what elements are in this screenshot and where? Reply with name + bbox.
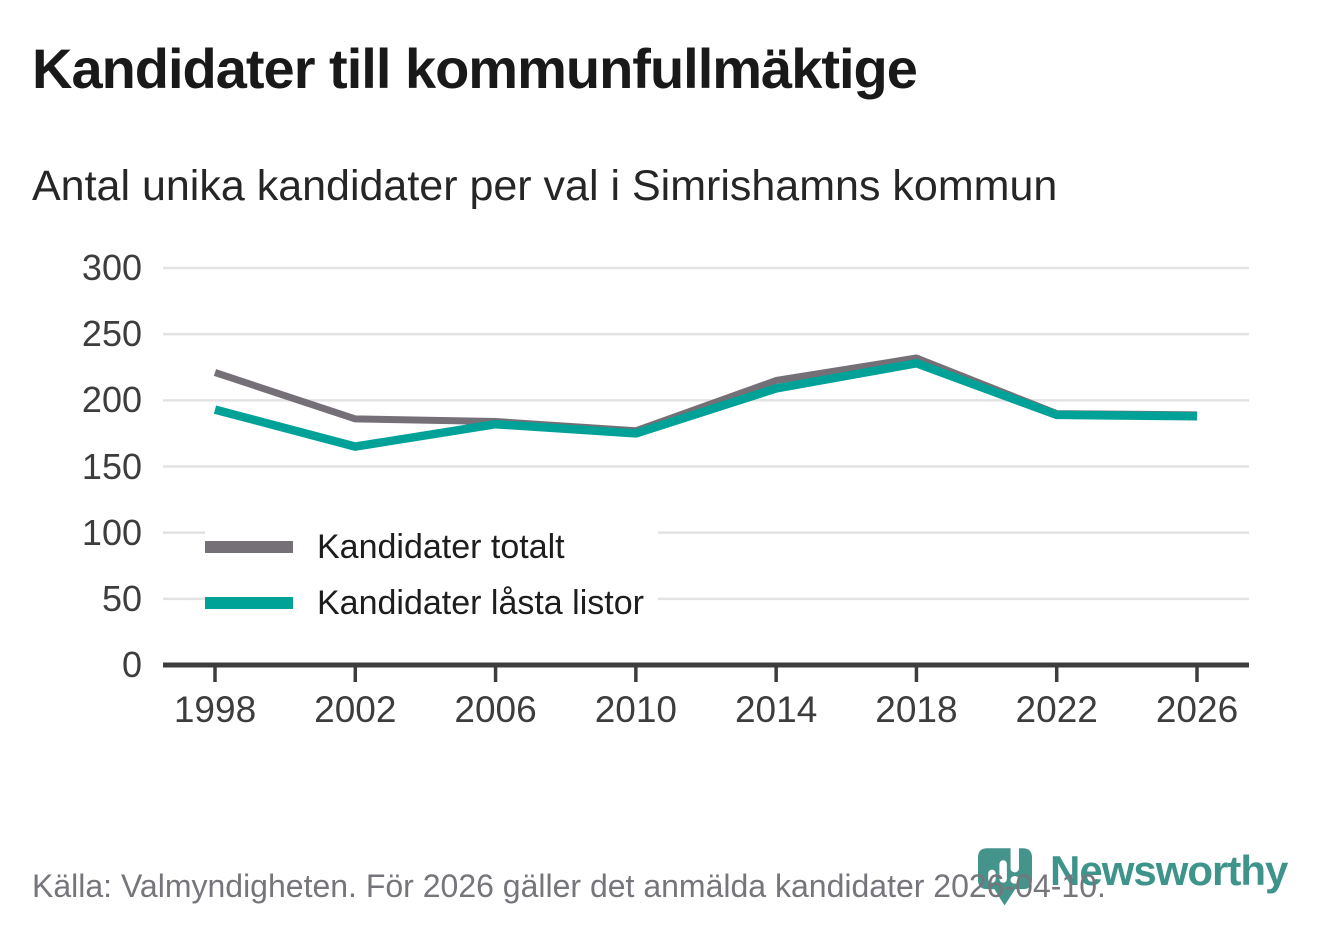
y-tick-label: 250 [81, 313, 142, 355]
chart-title: Kandidater till kommunfullmäktige [32, 37, 918, 100]
x-tick-label: 2026 [1155, 689, 1239, 730]
x-tick-label: 2002 [314, 689, 397, 730]
y-tick-label: 50 [101, 577, 142, 619]
y-tick-label: 150 [81, 445, 142, 487]
source-note: Källa: Valmyndigheten. För 2026 gäller d… [32, 868, 1106, 904]
series-line-total [213, 354, 1198, 435]
x-tick-label: 2022 [1015, 689, 1098, 730]
y-tick-label: 0 [121, 644, 142, 685]
x-tick-label: 2014 [734, 689, 818, 730]
x-tick-label: 1998 [173, 689, 257, 730]
x-tick-label: 2006 [454, 689, 537, 730]
legend-swatch-total [205, 541, 293, 553]
y-tick-label: 300 [81, 247, 142, 288]
legend-item-total: Kandidater totalt [205, 527, 658, 567]
y-tick-label: 200 [81, 379, 142, 421]
legend-item-lasta-listor: Kandidater låsta listor [205, 583, 658, 623]
legend-label-lasta-listor: Kandidater låsta listor [317, 583, 644, 622]
legend-swatch-lasta-listor [205, 597, 293, 609]
newsworthy-logo: Newsworthy [978, 845, 1308, 915]
chart-subtitle: Antal unika kandidater per val i Simrish… [32, 162, 1058, 210]
newsworthy-pin-bar-chart-icon [978, 847, 1032, 906]
legend-label-total: Kandidater totalt [317, 527, 565, 566]
series-line-lasta-listor [213, 359, 1198, 451]
newsworthy-wordmark: Newsworthy [1050, 847, 1288, 894]
x-tick-label: 2010 [594, 689, 677, 730]
x-tick-label: 2018 [875, 689, 958, 730]
y-tick-label: 100 [81, 511, 142, 553]
chart-legend: Kandidater totalt Kandidater låsta listo… [205, 527, 658, 623]
